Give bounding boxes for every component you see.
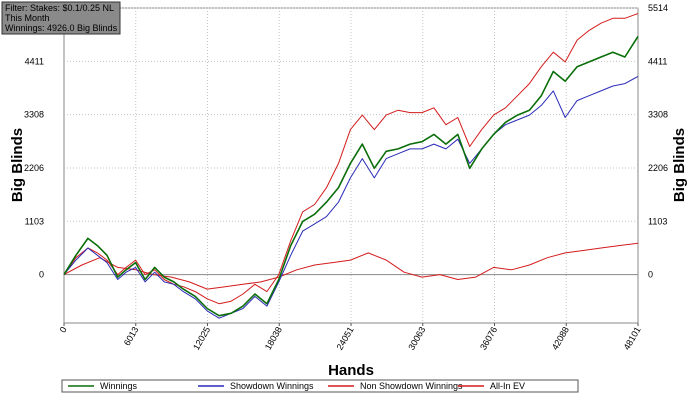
y-axis-label-left: Big Blinds bbox=[9, 128, 26, 202]
legend: Winnings Showdown Winnings Non Showdown Wi… bbox=[61, 379, 579, 393]
legend-frame bbox=[61, 379, 579, 393]
series-layer bbox=[63, 13, 639, 319]
legend-label: Showdown Winnings bbox=[230, 381, 314, 391]
y-tick-label-left: 1103 bbox=[25, 216, 44, 226]
filter-box-background bbox=[1, 1, 121, 35]
series-line-showdown-winnings bbox=[63, 75, 639, 319]
filter-box: Filter: Stakes: $0.1/0.25 NL This Month … bbox=[1, 1, 121, 35]
y-tick-label-right: 1103 bbox=[648, 216, 667, 226]
y-tick-label-left: 0 bbox=[39, 270, 44, 280]
y-tick-label-right: 4411 bbox=[648, 56, 667, 66]
x-tick-label: 0 bbox=[58, 325, 69, 334]
y-tick-label-left: 3308 bbox=[24, 110, 44, 120]
x-axis-label: Hands bbox=[328, 362, 374, 379]
y-axis-label-right: Big Blinds bbox=[671, 128, 688, 202]
y-ticks-right: 0 1103 2206 3308 4411 5514 bbox=[648, 3, 668, 280]
filter-line-winnings: Winnings: 4926.0 Big Blinds bbox=[5, 23, 118, 33]
legend-label: Winnings bbox=[100, 381, 138, 391]
legend-label: Non Showdown Winnings bbox=[360, 381, 463, 391]
y-tick-label-right: 3308 bbox=[648, 110, 668, 120]
legend-label: All-In EV bbox=[490, 381, 525, 391]
series-line-non-showdown-winnings bbox=[63, 13, 639, 305]
y-tick-label-right: 0 bbox=[648, 270, 653, 280]
y-tick-label-right: 2206 bbox=[648, 163, 668, 173]
filter-line-stakes: Filter: Stakes: $0.1/0.25 NL bbox=[5, 3, 114, 13]
y-tick-label-right: 5514 bbox=[648, 3, 668, 13]
series-line-winnings bbox=[63, 35, 639, 317]
y-tick-label-left: 4411 bbox=[25, 56, 44, 66]
filter-line-period: This Month bbox=[5, 13, 50, 23]
y-tick-label-left: 2206 bbox=[24, 163, 44, 173]
series-line-all-in-ev bbox=[63, 242, 639, 290]
